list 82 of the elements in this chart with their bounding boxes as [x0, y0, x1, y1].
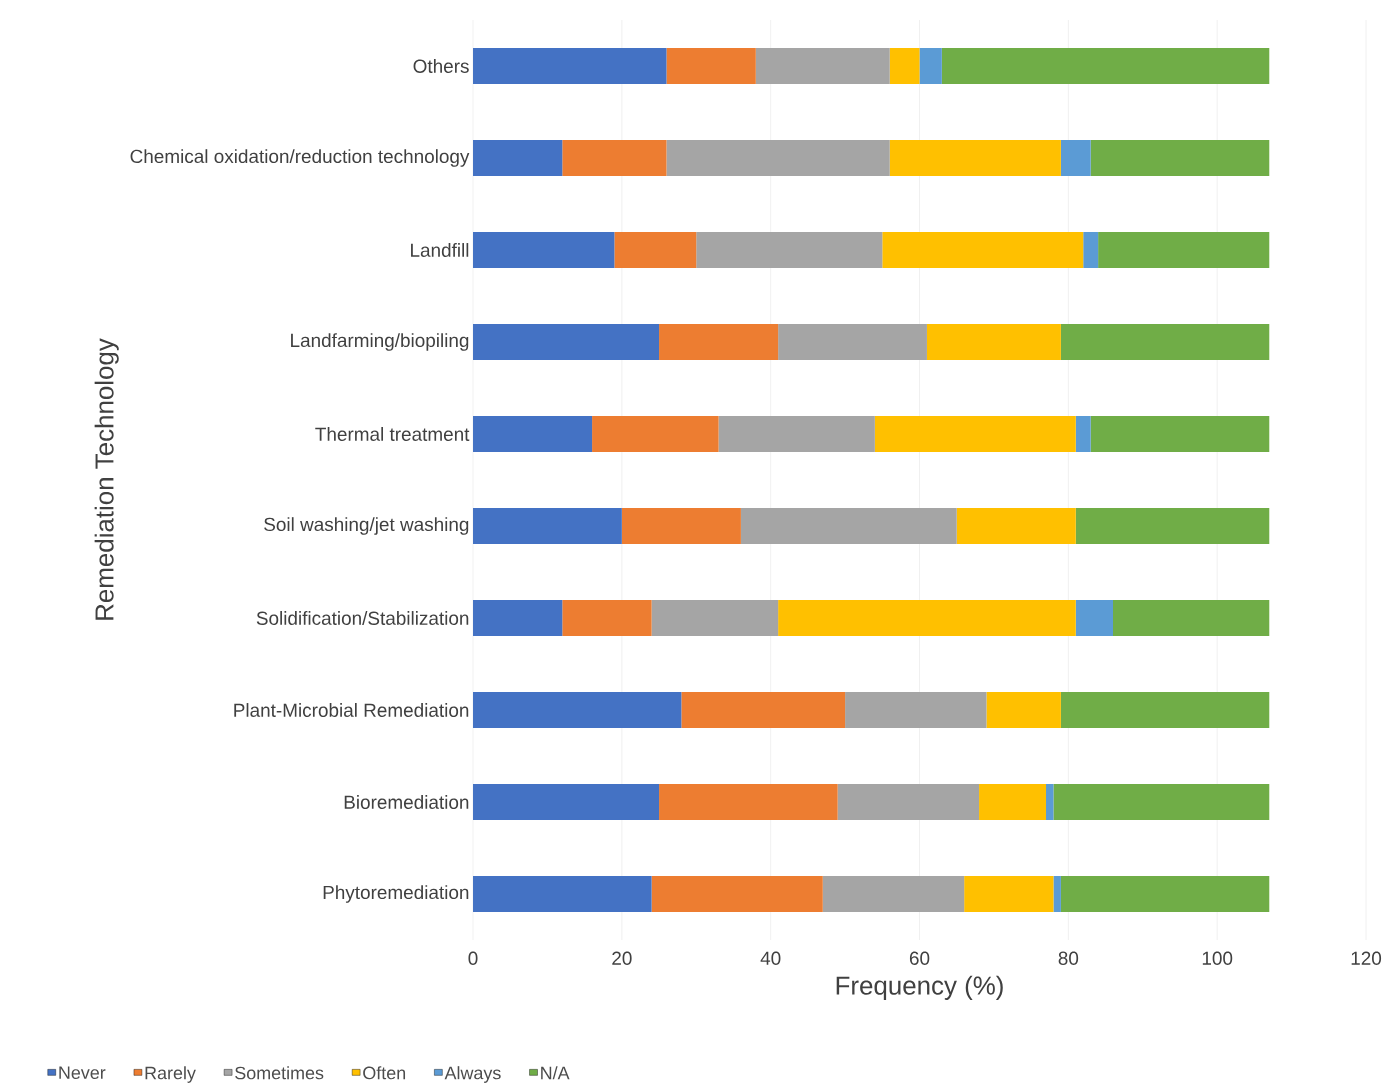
bar	[778, 324, 927, 361]
bar	[1060, 876, 1270, 913]
x-tick-label: 100	[1202, 951, 1233, 966]
y-axis-title: Remediation Technology	[94, 338, 119, 620]
bar	[1113, 600, 1270, 637]
bar	[473, 48, 667, 85]
y-tick-label: Landfill	[411, 243, 469, 258]
legend-label: Never	[59, 1066, 106, 1080]
y-tick-label: Bioremediation	[344, 795, 469, 810]
bar	[592, 416, 719, 453]
bar	[696, 232, 883, 269]
bar	[1053, 784, 1270, 821]
bar	[473, 232, 615, 269]
bar	[621, 508, 741, 545]
y-tick-label: Chemical oxidation/reduction technology	[130, 149, 470, 167]
bar	[659, 784, 838, 821]
bar	[889, 140, 1061, 177]
bar	[1098, 232, 1270, 269]
x-tick-label: 20	[612, 951, 632, 966]
bar	[919, 48, 942, 85]
bar	[740, 508, 957, 545]
y-tick-label: Solidification/Stabilization	[256, 611, 469, 626]
legend-label: Sometimes	[235, 1066, 324, 1080]
bar	[822, 876, 965, 913]
legend-label: Rarely	[145, 1066, 196, 1084]
bar	[473, 324, 660, 361]
bar	[1060, 140, 1091, 177]
x-axis-title: Frequency (%)	[836, 975, 1003, 1001]
bar	[1083, 232, 1099, 269]
bar	[1090, 416, 1270, 453]
bar	[845, 692, 987, 729]
y-tick-label: Soil washing/jet washing	[264, 517, 469, 535]
legend-label: Often	[363, 1066, 406, 1080]
bar	[651, 600, 779, 637]
bar	[651, 876, 823, 913]
bar	[666, 48, 756, 85]
bar	[1075, 508, 1270, 545]
bar	[986, 692, 1061, 729]
bar	[473, 876, 652, 913]
x-tick-label: 40	[760, 951, 781, 966]
bar	[1075, 416, 1091, 453]
bar	[889, 48, 920, 85]
bar	[755, 48, 890, 85]
bar	[941, 48, 1270, 85]
bar	[659, 324, 779, 361]
bar	[1053, 876, 1061, 913]
bar	[778, 600, 1076, 637]
legend-label: Always	[444, 1066, 501, 1084]
x-tick-label: 0	[468, 951, 478, 966]
bar	[1075, 600, 1113, 637]
bar	[964, 876, 1054, 913]
bar	[956, 508, 1076, 545]
bar	[718, 416, 875, 453]
bar	[1046, 784, 1054, 821]
y-tick-label: Landfarming/biopiling	[291, 333, 469, 351]
bar	[473, 508, 622, 545]
bar	[1090, 140, 1270, 177]
bar	[926, 324, 1061, 361]
bar	[1060, 692, 1270, 729]
bar	[473, 600, 563, 637]
y-tick-label: Plant-Microbial Remediation	[234, 703, 469, 718]
x-tick-label: 80	[1058, 951, 1079, 966]
x-tick-label: 120	[1351, 951, 1382, 966]
y-tick-label: Phytoremediation	[323, 885, 469, 904]
x-tick-label: 60	[909, 951, 930, 966]
bar	[1060, 324, 1270, 361]
bar	[979, 784, 1047, 821]
bar	[473, 416, 593, 453]
bar	[562, 600, 652, 637]
bar	[837, 784, 980, 821]
bar	[473, 692, 682, 729]
bar	[473, 140, 563, 177]
y-tick-label: Thermal treatment	[315, 427, 470, 442]
bar	[473, 784, 660, 821]
bar	[666, 140, 890, 177]
bar	[614, 232, 697, 269]
bar	[874, 416, 1076, 453]
bar	[681, 692, 846, 729]
y-tick-label: Others	[413, 59, 469, 74]
bar	[562, 140, 667, 177]
bar	[882, 232, 1084, 269]
legend-label: N/A	[541, 1066, 570, 1080]
